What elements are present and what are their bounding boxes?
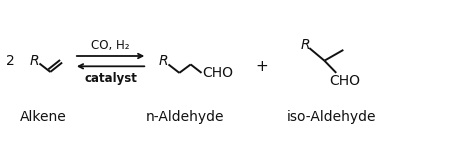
Text: 2: 2 bbox=[6, 54, 15, 68]
Text: R: R bbox=[159, 54, 169, 68]
Text: CHO: CHO bbox=[202, 66, 234, 80]
Text: R: R bbox=[30, 54, 40, 68]
Text: +: + bbox=[255, 59, 268, 74]
Text: catalyst: catalyst bbox=[84, 72, 137, 84]
Text: n-Aldehyde: n-Aldehyde bbox=[146, 110, 224, 124]
Text: iso-Aldehyde: iso-Aldehyde bbox=[287, 110, 376, 124]
Text: CO, H₂: CO, H₂ bbox=[91, 39, 130, 52]
Text: R: R bbox=[301, 38, 310, 52]
Text: CHO: CHO bbox=[329, 74, 361, 88]
Text: Alkene: Alkene bbox=[20, 110, 67, 124]
